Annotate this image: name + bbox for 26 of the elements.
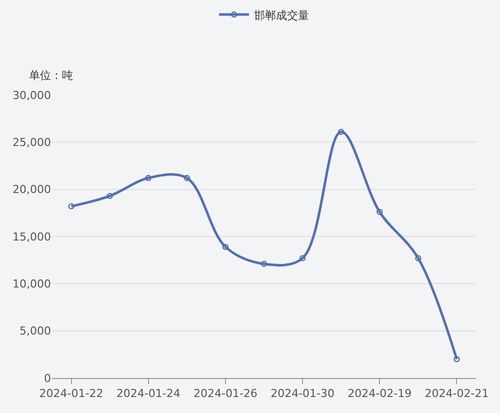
- point: [415, 255, 422, 262]
- y-tick-label: 25,000: [12, 136, 51, 150]
- x-tick-label: 2024-01-26: [193, 387, 258, 400]
- point: [454, 356, 460, 362]
- point: [338, 128, 344, 135]
- legend-label: 邯郸成交量: [254, 8, 309, 22]
- x-tick-label: 2024-02-19: [348, 387, 412, 400]
- y-tick-label: 0: [44, 372, 51, 385]
- x-tick-label: 2024-01-24: [116, 387, 180, 400]
- x-tick-label: 2024-01-22: [39, 387, 104, 400]
- y-tick-label: 15,000: [12, 230, 51, 244]
- point: [145, 174, 152, 182]
- x-tick-label: 2024-02-21: [424, 387, 489, 400]
- point: [376, 208, 383, 216]
- y-tick-label: 30,000: [12, 88, 51, 102]
- point: [68, 203, 74, 210]
- point: [222, 244, 229, 250]
- y-tick-label: 10,000: [12, 278, 51, 291]
- y-tick-label: 20,000: [12, 183, 51, 196]
- y-axis-title: 单位：吨: [29, 69, 73, 82]
- point: [106, 192, 113, 200]
- point: [184, 174, 190, 182]
- point: [260, 260, 268, 267]
- point: [299, 255, 306, 262]
- x-tick-label: 2024-01-30: [270, 387, 335, 400]
- y-tick-label: 5,000: [20, 324, 51, 338]
